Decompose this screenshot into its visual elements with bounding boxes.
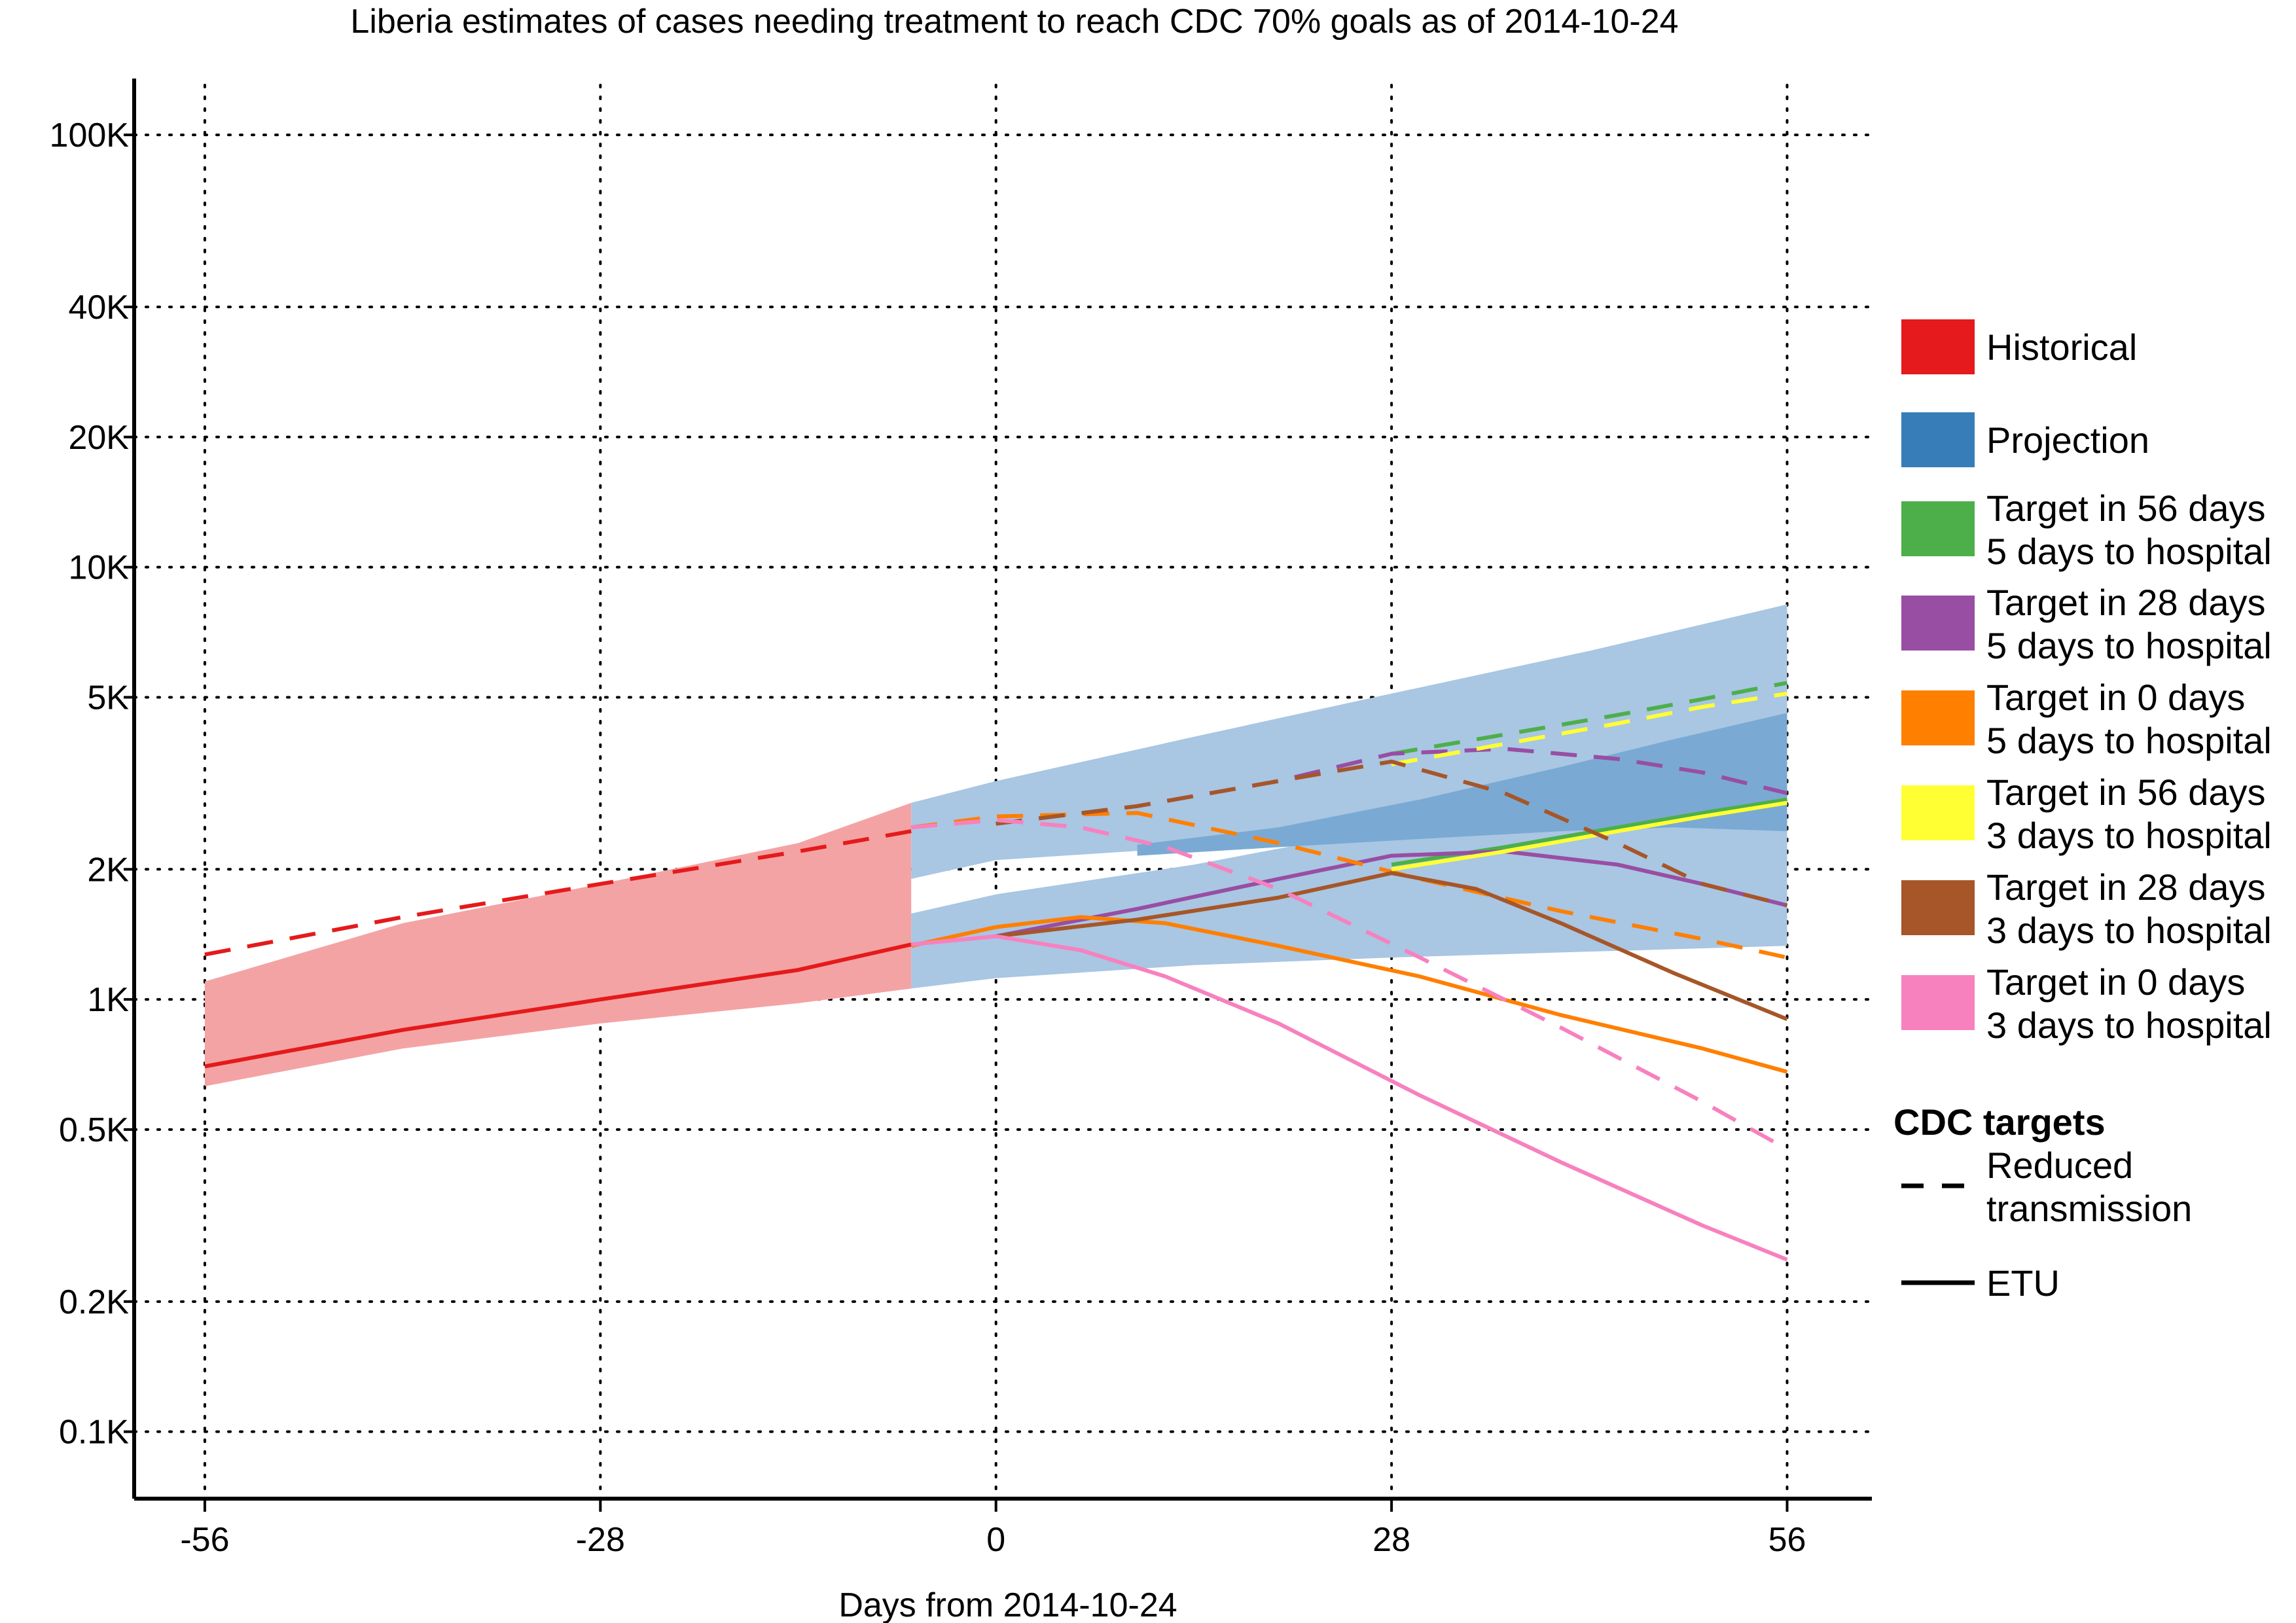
legend-label: 5 days to hospital	[1986, 531, 2272, 572]
x-tick-label: 28	[1372, 1521, 1410, 1559]
y-tick-label: 1K	[87, 981, 129, 1019]
legend-swatch	[1901, 501, 1975, 556]
legend-label: 3 days to hospital	[1986, 910, 2272, 951]
x-tick-label: 56	[1768, 1521, 1806, 1559]
legend-label: 3 days to hospital	[1986, 1005, 2272, 1046]
band-historical	[204, 911, 912, 1086]
legend-label: Target in 28 days	[1986, 582, 2265, 623]
chart-title: Liberia estimates of cases needing treat…	[350, 3, 1678, 41]
series-line	[204, 942, 912, 1069]
legend-label: Target in 56 days	[1986, 488, 2265, 529]
y-tick-label: 100K	[50, 116, 130, 154]
series-line	[1391, 681, 1788, 756]
legend-label: 5 days to hospital	[1986, 720, 2272, 761]
series-line	[910, 915, 1788, 1074]
legend-swatch	[1901, 880, 1975, 935]
legend-label: Target in 0 days	[1986, 677, 2245, 718]
x-tick-label: -56	[180, 1521, 229, 1559]
series-line	[996, 849, 1788, 938]
series-line	[996, 871, 1788, 1022]
series-line	[1391, 691, 1787, 766]
legend-swatch	[1901, 785, 1975, 840]
legend-label: Projection	[1986, 419, 2149, 461]
x-tick-label: 0	[986, 1521, 1005, 1559]
legend-label: Target in 28 days	[1986, 866, 2265, 908]
y-tick-label: 0.1K	[59, 1414, 129, 1452]
tick-labels: -56 -28 0 28 56 0.1K 0.2K 0.5K 1K 2K 5K 10K 20K 40K 10…	[50, 116, 1806, 1559]
y-tick-label: 10K	[68, 549, 129, 587]
band-projection	[1137, 713, 1787, 856]
series-line	[910, 818, 1788, 1151]
series-line	[910, 811, 1788, 960]
series-line	[1391, 800, 1787, 872]
legend-label: Reduced	[1986, 1145, 2133, 1186]
legend-swatch	[1901, 412, 1975, 467]
legend-swatch	[1901, 319, 1975, 374]
legend-label: Target in 0 days	[1986, 961, 2245, 1003]
legend-label: transmission	[1986, 1188, 2192, 1229]
legend-swatch	[1901, 690, 1975, 745]
x-axis-label: Days from 2014-10-24	[838, 1586, 1177, 1623]
y-tick-label: 0.5K	[59, 1111, 129, 1149]
x-tick-label: -28	[576, 1521, 625, 1559]
legend-swatch	[1901, 975, 1975, 1030]
series-lines	[204, 681, 1788, 1262]
legend-label: 3 days to hospital	[1986, 815, 2272, 856]
legend-label: ETU	[1986, 1262, 2060, 1304]
y-tick-label: 2K	[87, 851, 129, 889]
y-tick-label: 40K	[68, 289, 129, 327]
series-line	[204, 829, 912, 957]
axes	[132, 79, 1872, 1501]
legend-label: Target in 56 days	[1986, 772, 2265, 813]
band-historical	[204, 802, 912, 1086]
y-tick-label: 0.2K	[59, 1283, 129, 1321]
legend-label: Historical	[1986, 327, 2137, 368]
legend-swatch	[1901, 596, 1975, 651]
y-tick-label: 20K	[68, 419, 129, 457]
legend-title: CDC targets	[1893, 1101, 2106, 1143]
legend-label: 5 days to hospital	[1986, 625, 2272, 666]
series-line	[910, 934, 1788, 1262]
series-line	[996, 747, 1788, 826]
y-tick-label: 5K	[87, 679, 129, 717]
